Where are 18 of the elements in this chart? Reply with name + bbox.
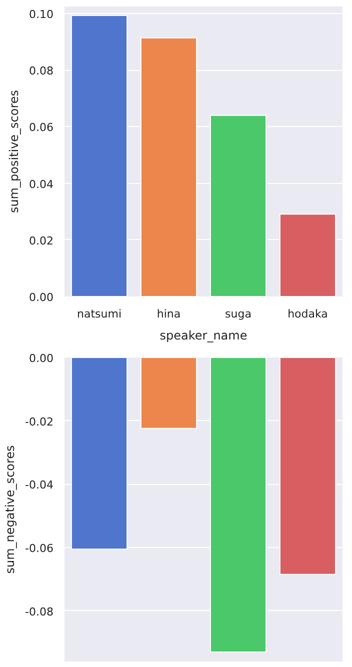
x-tick-label: natsumi [77,308,122,320]
y-tick-label: 0.08 [29,64,54,78]
y-tick-label: 0.10 [29,8,54,22]
x-tick-label: suga [225,308,252,320]
y-tick-label: 0.00 [29,291,54,304]
y-tick-label: 0.02 [29,234,54,248]
x-tick-label: hina [156,308,181,320]
y-tick-label: -0.08 [25,605,54,618]
y-tick-label: 0.04 [29,178,54,191]
y-tick-label: 0.06 [29,121,54,134]
y-tick-label: 0.00 [29,352,54,365]
x-axis-title: speaker_name [160,328,248,342]
y-tick-label: -0.02 [25,415,54,428]
y-axis-title: sum_negative_scores [3,445,18,574]
x-tick-label: hodaka [288,308,328,320]
y-axis-title: sum_positive_scores [7,90,22,214]
y-tick-label: -0.04 [25,478,54,492]
y-tick-label: -0.06 [25,542,54,555]
